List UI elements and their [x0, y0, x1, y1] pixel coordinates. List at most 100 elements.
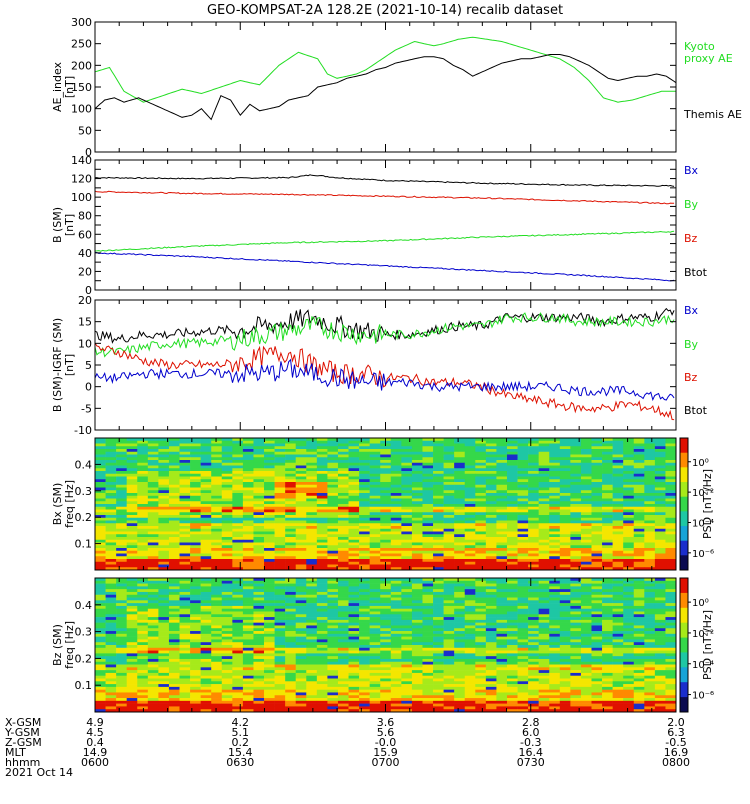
heatmap-cell [158, 673, 169, 676]
heatmap-cell [507, 656, 518, 659]
heatmap-cell [370, 559, 381, 562]
heatmap-cell [444, 455, 455, 458]
heatmap-cell [158, 515, 169, 518]
heatmap-cell [444, 515, 455, 518]
heatmap-cell [180, 543, 191, 546]
heatmap-cell [232, 623, 243, 626]
heatmap-cell [201, 617, 212, 620]
heatmap-cell [359, 479, 370, 482]
heatmap-cell [349, 521, 360, 524]
heatmap-cell [180, 534, 191, 537]
heatmap-cell [243, 471, 254, 474]
heatmap-cell [433, 665, 444, 668]
heatmap-cell [285, 651, 296, 654]
heatmap-cell [613, 670, 624, 673]
heatmap-cell [296, 614, 307, 617]
heatmap-cell [401, 603, 412, 606]
heatmap-cell [465, 562, 476, 565]
heatmap-cell [338, 667, 349, 670]
heatmap-cell [444, 625, 455, 628]
heatmap-cell [412, 628, 423, 631]
heatmap-cell [412, 537, 423, 540]
figure-title: GEO-KOMPSAT-2A 128.2E (2021-10-14) recal… [207, 3, 563, 18]
heatmap-cell [158, 648, 169, 651]
heatmap-cell [264, 515, 275, 518]
heatmap-cell [486, 471, 497, 474]
heatmap-cell [211, 614, 222, 617]
heatmap-cell [95, 584, 106, 587]
heatmap-cell [433, 667, 444, 670]
heatmap-cell [401, 457, 412, 460]
heatmap-cell [623, 529, 634, 532]
heatmap-cell [180, 518, 191, 521]
heatmap-cell [549, 501, 560, 504]
heatmap-cell [507, 614, 518, 617]
heatmap-cell [222, 620, 233, 623]
heatmap-cell [211, 667, 222, 670]
heatmap-cell [137, 488, 148, 491]
heatmap-cell [232, 667, 243, 670]
heatmap-cell [454, 584, 465, 587]
heatmap-cell [190, 586, 201, 589]
heatmap-cell [306, 595, 317, 598]
heatmap-cell [401, 441, 412, 444]
heatmap-cell [486, 670, 497, 673]
heatmap-cell [264, 581, 275, 584]
heatmap-cell [338, 603, 349, 606]
heatmap-cell [243, 612, 254, 615]
heatmap-cell [190, 457, 201, 460]
heatmap-cell [444, 468, 455, 471]
heatmap-cell [253, 510, 264, 513]
heatmap-cell [296, 449, 307, 452]
heatmap-cell [591, 543, 602, 546]
heatmap-cell [137, 548, 148, 551]
heatmap-cell [158, 584, 169, 587]
heatmap-cell [201, 455, 212, 458]
heatmap-cell [158, 485, 169, 488]
heatmap-cell [106, 667, 117, 670]
heatmap-cell [232, 504, 243, 507]
heatmap-cell [591, 504, 602, 507]
heatmap-cell [412, 623, 423, 626]
heatmap-cell [338, 540, 349, 543]
heatmap-cell [507, 631, 518, 634]
heatmap-cell [380, 457, 391, 460]
heatmap-cell [570, 490, 581, 493]
heatmap-cell [243, 507, 254, 510]
heatmap-cell [528, 463, 539, 466]
heatmap-cell [570, 499, 581, 502]
heatmap-cell [306, 659, 317, 662]
heatmap-cell [380, 460, 391, 463]
heatmap-cell [317, 518, 328, 521]
heatmap-cell [116, 565, 127, 568]
heatmap-cell [190, 653, 201, 656]
heatmap-cell [634, 603, 645, 606]
heatmap-cell [539, 556, 550, 559]
heatmap-cell [296, 653, 307, 656]
heatmap-cell [306, 496, 317, 499]
heatmap-cell [95, 554, 106, 557]
heatmap-cell [253, 625, 264, 628]
heatmap-cell [253, 463, 264, 466]
heatmap-cell [349, 679, 360, 682]
heatmap-cell [507, 460, 518, 463]
heatmap-cell [148, 455, 159, 458]
heatmap-cell [581, 490, 592, 493]
legend-label: Themis AE [683, 108, 742, 121]
heatmap-cell [232, 559, 243, 562]
heatmap-cell [349, 543, 360, 546]
heatmap-cell [475, 449, 486, 452]
heatmap-cell [391, 504, 402, 507]
heatmap-cell [253, 488, 264, 491]
heatmap-cell [95, 460, 106, 463]
heatmap-cell [496, 499, 507, 502]
heatmap-cell [232, 617, 243, 620]
heatmap-cell [317, 662, 328, 665]
heatmap-cell [623, 455, 634, 458]
heatmap-cell [264, 482, 275, 485]
heatmap-cell [327, 474, 338, 477]
heatmap-cell [433, 449, 444, 452]
heatmap-cell [528, 523, 539, 526]
heatmap-cell [391, 676, 402, 679]
heatmap-cell [137, 449, 148, 452]
